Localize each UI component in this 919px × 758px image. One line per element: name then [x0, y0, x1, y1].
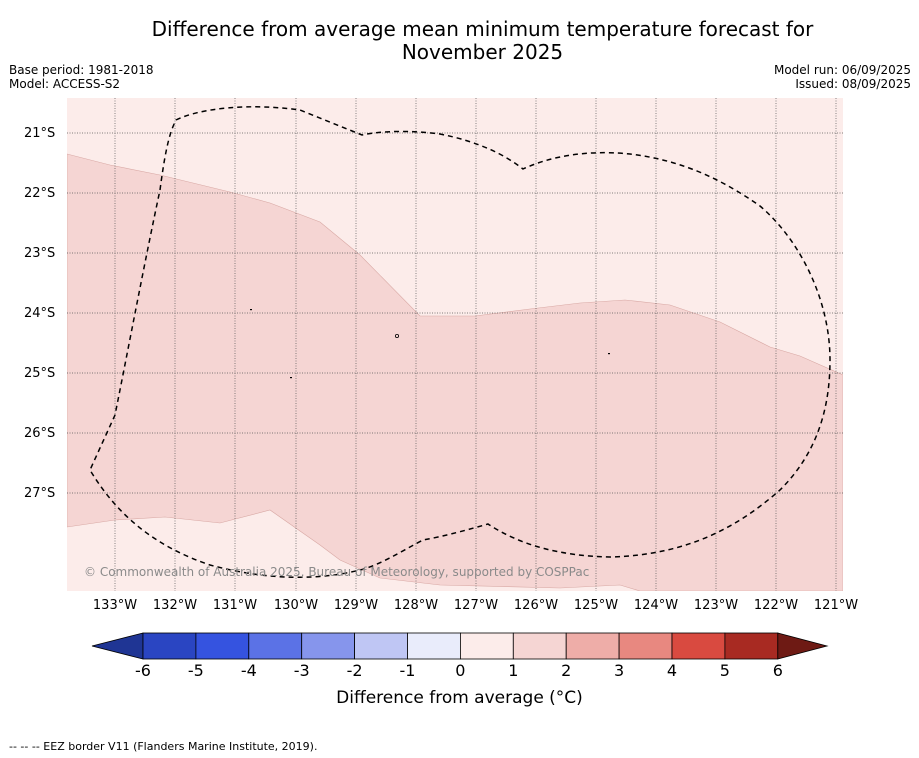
colorbar-tick-label: -6 [135, 661, 151, 680]
colorbar-tick-label: 6 [772, 661, 783, 680]
lat-label-24s: 24°S [24, 306, 56, 321]
lon-label-129w: 129°W [333, 598, 379, 613]
colorbar-tick-label: 1 [508, 661, 519, 680]
lat-label-25s: 25°S [24, 366, 56, 381]
colorbar-segment [565, 632, 620, 660]
islands [250, 309, 610, 379]
colorbar-tick-label: -3 [293, 661, 310, 680]
colorbar-extend-low [91, 632, 144, 660]
copyright-notice: © Commonwealth of Australia 2025, Bureau… [84, 565, 590, 579]
meta-left: Base period: 1981-2018 Model: ACCESS-S2 [9, 63, 154, 91]
colorbar-segment [248, 632, 303, 660]
lat-label-22s: 22°S [24, 186, 56, 201]
colorbar-segment [512, 632, 567, 660]
colorbar-segment [724, 632, 779, 660]
colorbar-segment [195, 632, 250, 660]
lon-label-123w: 123°W [693, 598, 739, 613]
page-title: Difference from average mean minimum tem… [0, 18, 919, 64]
colorbar-segment [407, 632, 461, 660]
colorbar-segment [301, 632, 356, 660]
lon-label-125w: 125°W [573, 598, 619, 613]
lon-label-128w: 128°W [393, 598, 439, 613]
colorbar-segment [142, 632, 197, 660]
colorbar-tick-label: -5 [187, 661, 204, 680]
lat-label-27s: 27°S [24, 486, 56, 501]
lon-label-121w: 121°W [813, 598, 859, 613]
colorbar-tick-label: 2 [561, 661, 572, 680]
colorbar-tick-label: 3 [614, 661, 625, 680]
lon-label-124w: 124°W [633, 598, 679, 613]
lat-label-26s: 26°S [24, 426, 56, 441]
lon-label-122w: 122°W [753, 598, 799, 613]
colorbar-tick-label: 5 [719, 661, 730, 680]
lat-label-21s: 21°S [24, 126, 56, 141]
lon-label-127w: 127°W [453, 598, 499, 613]
colorbar-title: Difference from average (°C) [336, 688, 583, 708]
anomaly-region-1-to-2 [67, 153, 843, 591]
colorbar-tick-label: 4 [666, 661, 678, 680]
lon-label-126w: 126°W [513, 598, 559, 613]
eez-footnote: -- -- -- EEZ border V11 (Flanders Marine… [9, 740, 318, 753]
grid-lines [67, 98, 843, 591]
title-line-2: November 2025 [401, 40, 564, 64]
eez-border [89, 106, 831, 579]
model-name: Model: ACCESS-S2 [9, 77, 121, 91]
title-line-1: Difference from average mean minimum tem… [151, 17, 814, 41]
colorbar-tick-label: -2 [346, 661, 363, 680]
colorbar-extend-high [777, 632, 829, 660]
colorbar-tick-label: -1 [399, 661, 416, 680]
colorbar [91, 632, 829, 660]
lon-label-132w: 132°W [152, 598, 198, 613]
lon-label-133w: 133°W [92, 598, 138, 613]
colorbar-segment [354, 632, 408, 660]
lat-label-23s: 23°S [24, 246, 56, 261]
meta-right: Model run: 06/09/2025 Issued: 08/09/2025 [774, 63, 911, 91]
colorbar-segment [459, 632, 514, 660]
colorbar-segment [618, 632, 673, 660]
colorbar-tick-label: 0 [455, 661, 466, 680]
model-run: Model run: 06/09/2025 [773, 63, 911, 77]
lon-label-130w: 130°W [273, 598, 319, 613]
base-period: Base period: 1981-2018 [9, 63, 154, 77]
colorbar-tick-label: -4 [240, 661, 257, 680]
map [67, 98, 843, 591]
colorbar-segment [671, 632, 726, 660]
lon-label-131w: 131°W [212, 598, 258, 613]
issued-date: Issued: 08/09/2025 [795, 77, 911, 91]
